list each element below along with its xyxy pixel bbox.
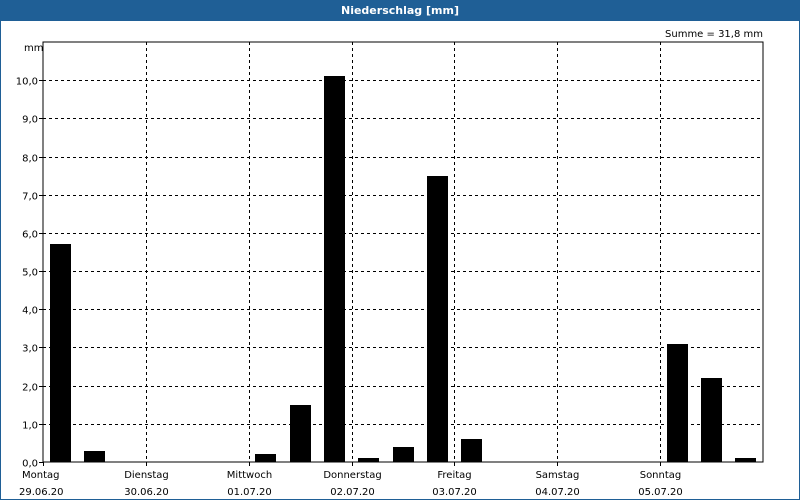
y-tick-label: 4,0 [22,306,38,317]
x-date-label: 29.06.20 [19,487,64,498]
bar [290,405,311,462]
sum-label: Summe = 31,8 mm [665,29,763,40]
x-date-label: 05.07.20 [638,487,683,498]
x-day-label: Samstag [536,470,580,481]
x-axis: Montag 29.06.20 Dienstag 30.06.20 Mittwoch 01… [19,462,683,498]
y-tick-label: 2,0 [22,383,38,394]
bar [735,458,756,462]
grid-lines [43,42,763,462]
x-date-label: 04.07.20 [535,487,580,498]
chart-title: Niederschlag [mm] [1,1,799,21]
x-date-label: 02.07.20 [330,487,375,498]
bar [358,458,379,462]
y-axis: 0,0 1,0 2,0 3,0 4,0 5,0 6,0 7,0 8,0 9,0 10,0 [16,77,43,470]
y-tick-label: 10,0 [16,77,38,88]
x-date-label: 30.06.20 [124,487,169,498]
bar [701,378,722,462]
x-date-label: 01.07.20 [227,487,272,498]
bar-series [50,76,756,462]
bar [667,344,688,462]
y-tick-label: 3,0 [22,344,38,355]
bar [393,447,414,462]
y-axis-unit-label: mm [24,43,43,54]
y-tick-label: 8,0 [22,154,38,165]
y-tick-label: 7,0 [22,192,38,203]
bar [324,76,345,462]
x-day-label: Dienstag [124,470,169,481]
y-tick-label: 0,0 [22,459,38,470]
y-tick-label: 9,0 [22,115,38,126]
x-day-label: Donnerstag [323,470,381,481]
bar [255,454,276,462]
bar [427,176,448,462]
plot-area-border [42,41,764,463]
x-day-label: Mittwoch [227,470,272,481]
x-day-label: Sonntag [640,470,682,481]
y-tick-label: 5,0 [22,268,38,279]
x-day-label: Montag [22,470,59,481]
bar [461,439,482,462]
x-date-label: 03.07.20 [432,487,477,498]
bar [50,244,71,462]
x-day-label: Freitag [437,470,471,481]
bar [84,451,105,462]
y-tick-label: 1,0 [22,421,38,432]
y-tick-label: 6,0 [22,230,38,241]
